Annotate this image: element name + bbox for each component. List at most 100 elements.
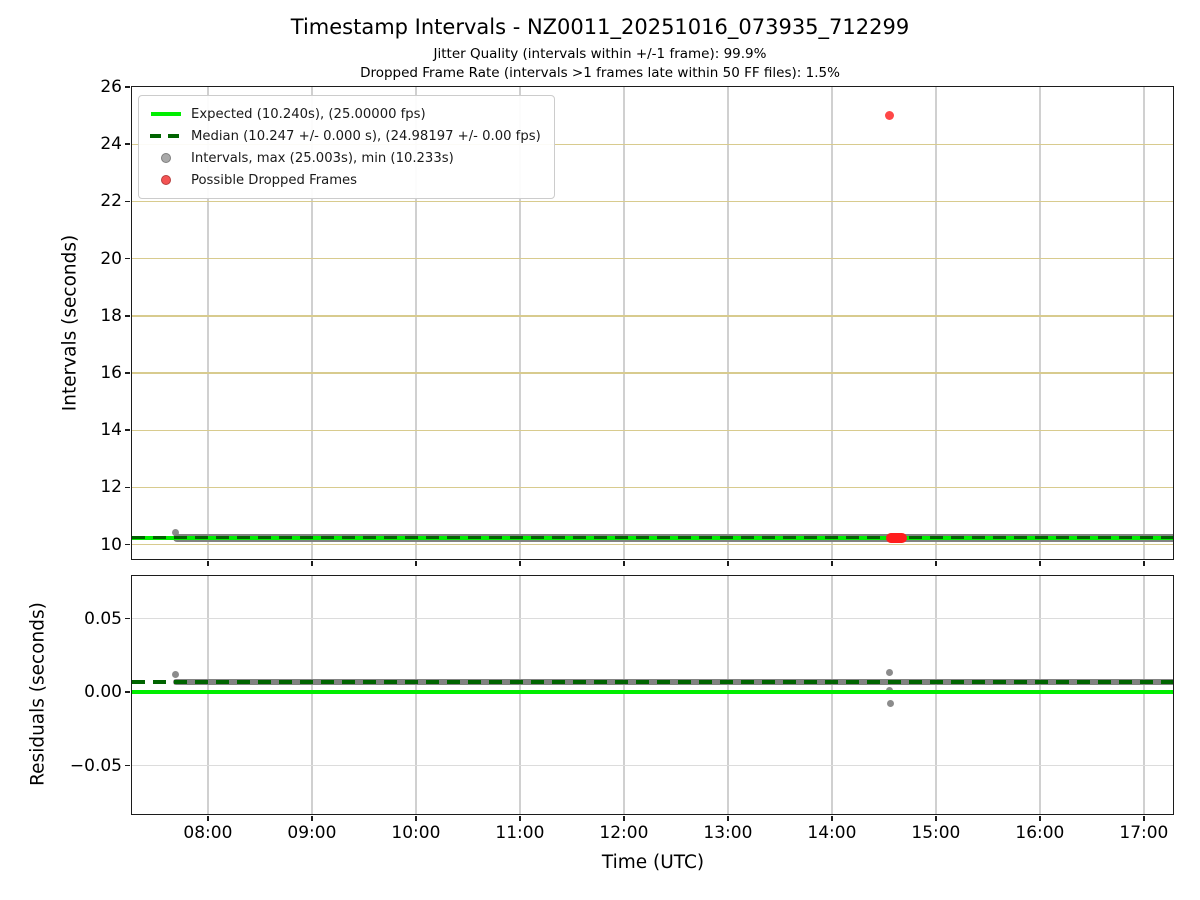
x-tick-label: 08:00 bbox=[183, 823, 233, 843]
x-tick-label: 10:00 bbox=[391, 823, 441, 843]
y-tick-label: −0.05 bbox=[69, 755, 122, 776]
intervals-y-axis-label: Intervals (seconds) bbox=[59, 234, 81, 412]
x-tick-label: 14:00 bbox=[807, 823, 857, 843]
gridline-vertical bbox=[727, 576, 729, 814]
y-tick-label: 0.05 bbox=[84, 608, 122, 629]
gridline-horizontal bbox=[132, 372, 1173, 374]
y-tick-label: 16 bbox=[100, 363, 122, 384]
x-tick-label: 11:00 bbox=[495, 823, 545, 843]
legend-dot-swatch bbox=[161, 175, 171, 185]
gridline-vertical bbox=[207, 576, 209, 814]
median-line-legend-icon bbox=[149, 134, 183, 138]
gridline-horizontal bbox=[132, 200, 1173, 203]
x-tick-label: 13:00 bbox=[703, 823, 753, 843]
legend-item-label: Possible Dropped Frames bbox=[191, 172, 358, 188]
y-tick-mark bbox=[125, 315, 131, 317]
legend-item-label: Intervals, max (25.003s), min (10.233s) bbox=[191, 150, 454, 166]
expected-line bbox=[132, 690, 1173, 694]
gridline-horizontal bbox=[132, 486, 1173, 489]
gridline-vertical bbox=[1143, 87, 1145, 559]
gridline-vertical bbox=[415, 576, 417, 814]
x-tick-label: 15:00 bbox=[911, 823, 961, 843]
median-line bbox=[132, 679, 1173, 684]
y-tick-label: 24 bbox=[100, 134, 122, 155]
gridline-vertical bbox=[415, 87, 417, 559]
x-tick-mark bbox=[415, 560, 417, 566]
x-tick-mark bbox=[207, 560, 209, 566]
gridline-vertical bbox=[1039, 87, 1041, 559]
legend-item-label: Median (10.247 +/- 0.000 s), (24.98197 +… bbox=[191, 128, 541, 144]
x-tick-mark bbox=[831, 560, 833, 566]
gridline-vertical bbox=[831, 576, 833, 814]
dropped-frame-rate-subtitle: Dropped Frame Rate (intervals >1 frames … bbox=[360, 65, 840, 81]
gridline-horizontal bbox=[132, 764, 1173, 767]
intervals-plot: Expected (10.240s), (25.00000 fps) Median… bbox=[100, 77, 1174, 566]
x-tick-mark bbox=[519, 560, 521, 566]
legend-item-1: Median (10.247 +/- 0.000 s), (24.98197 +… bbox=[149, 125, 541, 147]
legend: Expected (10.240s), (25.00000 fps) Median… bbox=[138, 95, 555, 199]
x-tick-label: 12:00 bbox=[599, 823, 649, 843]
jitter-quality-subtitle: Jitter Quality (intervals within +/-1 fr… bbox=[433, 46, 767, 62]
y-tick-mark bbox=[125, 764, 131, 767]
expected-line-legend-icon bbox=[149, 112, 183, 116]
gridline-vertical bbox=[831, 87, 833, 559]
gridline-vertical bbox=[1143, 576, 1145, 814]
x-tick-mark bbox=[935, 560, 937, 566]
dropped-frames-legend-icon bbox=[149, 175, 183, 185]
x-tick-mark bbox=[207, 815, 209, 821]
legend-line-swatch bbox=[151, 112, 181, 116]
gridline-vertical bbox=[935, 576, 937, 814]
gridline-vertical bbox=[623, 576, 625, 814]
gridline-horizontal bbox=[132, 143, 1173, 145]
x-tick-mark bbox=[935, 815, 937, 821]
gridline-vertical bbox=[311, 576, 313, 814]
chart-title: Timestamp Intervals - NZ0011_20251016_07… bbox=[290, 15, 910, 39]
interval-point bbox=[171, 528, 179, 536]
gridline-horizontal bbox=[132, 543, 1173, 546]
y-tick-mark bbox=[125, 691, 131, 693]
y-tick-mark bbox=[125, 486, 131, 489]
gridline-vertical bbox=[519, 576, 521, 814]
dropped-frame-point bbox=[884, 111, 894, 121]
x-axis-label: Time (UTC) bbox=[601, 852, 705, 873]
x-tick-label: 09:00 bbox=[287, 823, 337, 843]
legend-item-label: Expected (10.240s), (25.00000 fps) bbox=[191, 106, 426, 122]
x-tick-mark bbox=[623, 560, 625, 566]
x-tick-mark bbox=[311, 815, 313, 821]
legend-item-0: Expected (10.240s), (25.00000 fps) bbox=[149, 103, 541, 125]
intervals-legend-icon bbox=[149, 153, 183, 163]
x-tick-mark bbox=[727, 815, 729, 821]
x-tick-label: 17:00 bbox=[1119, 823, 1169, 843]
x-tick-mark bbox=[1143, 560, 1145, 566]
dropped-frames-capsule bbox=[885, 532, 907, 543]
x-tick-mark bbox=[1039, 815, 1041, 821]
interval-point bbox=[885, 669, 893, 677]
x-tick-mark bbox=[311, 560, 313, 566]
y-tick-mark bbox=[125, 257, 131, 260]
x-tick-mark bbox=[831, 815, 833, 821]
x-tick-mark bbox=[1143, 815, 1145, 821]
gridline-vertical bbox=[519, 87, 521, 559]
y-tick-label: 22 bbox=[100, 191, 122, 212]
gridline-vertical bbox=[207, 87, 209, 559]
median-line bbox=[132, 535, 1173, 540]
y-tick-label: 26 bbox=[100, 77, 122, 97]
x-tick-mark bbox=[727, 560, 729, 566]
y-tick-label: 18 bbox=[100, 305, 122, 326]
x-tick-mark bbox=[519, 815, 521, 821]
interval-point bbox=[171, 670, 179, 678]
legend-item-3: Possible Dropped Frames bbox=[149, 169, 541, 191]
interval-point bbox=[886, 700, 894, 708]
x-tick-mark bbox=[1039, 560, 1041, 566]
gridline-vertical bbox=[727, 87, 729, 559]
y-tick-mark bbox=[125, 543, 131, 546]
x-tick-mark bbox=[623, 815, 625, 821]
gridline-vertical bbox=[623, 87, 625, 559]
y-tick-label: 12 bbox=[100, 477, 122, 498]
legend-item-2: Intervals, max (25.003s), min (10.233s) bbox=[149, 147, 541, 169]
y-tick-mark bbox=[125, 372, 131, 374]
x-tick-mark bbox=[415, 815, 417, 821]
residuals-y-axis-label: Residuals (seconds) bbox=[27, 602, 49, 786]
y-tick-label: 10 bbox=[100, 534, 122, 555]
gridline-horizontal bbox=[132, 429, 1173, 431]
